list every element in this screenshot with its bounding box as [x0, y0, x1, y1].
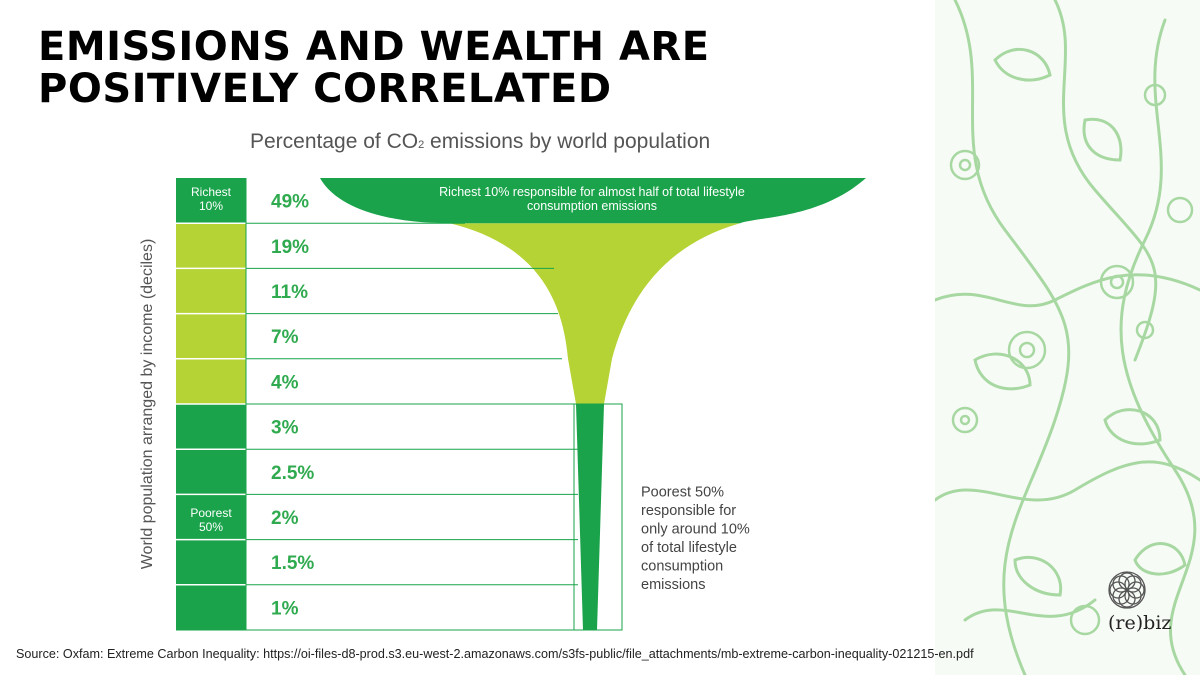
- poorest-annotation: responsible for: [641, 503, 736, 519]
- source-citation: Source: Oxfam: Extreme Carbon Inequality…: [16, 647, 974, 661]
- floral-decoration: [935, 0, 1200, 675]
- chart-title: Percentage of CO2 emissions by world pop…: [250, 130, 710, 154]
- chart-title-suffix: emissions by world population: [424, 130, 711, 153]
- poorest-annotation: Poorest 50%: [641, 484, 724, 500]
- poorest-annotation: emissions: [641, 577, 705, 593]
- y-axis-label: World population arranged by income (dec…: [139, 239, 156, 570]
- funnel-richest-decile: [320, 178, 866, 224]
- value-label: 11%: [271, 282, 308, 303]
- chart-title-subscript: 2: [418, 139, 425, 151]
- value-label: 2%: [271, 508, 299, 529]
- value-label: 1%: [271, 598, 299, 619]
- value-label: 2.5%: [271, 463, 314, 484]
- richest-annotation: Richest 10% responsible for almost half …: [439, 185, 745, 199]
- slide-title: EMISSIONS AND WEALTH ARE POSITIVELY CORR…: [38, 24, 710, 112]
- value-label: 49%: [271, 192, 309, 213]
- value-label: 19%: [271, 237, 309, 258]
- chart-title-prefix: Percentage of CO: [250, 130, 419, 153]
- poorest-group-label: 50%: [199, 520, 223, 534]
- richest-annotation: consumption emissions: [527, 199, 657, 213]
- poorest-annotation: of total lifestyle: [641, 540, 737, 556]
- value-label: 1.5%: [271, 553, 314, 574]
- rebiz-logo-text: (re)biz: [1108, 612, 1172, 634]
- poorest-group-label: Poorest: [190, 506, 232, 520]
- richest-group-label: 10%: [199, 199, 223, 213]
- rebiz-logo-icon: [1108, 571, 1146, 609]
- value-label: 4%: [271, 372, 299, 393]
- funnel-middle-deciles: [450, 223, 740, 404]
- richest-decile-block: [176, 178, 246, 224]
- value-label: 3%: [271, 418, 299, 439]
- value-label: 7%: [271, 327, 299, 348]
- richest-group-label: Richest: [191, 185, 232, 199]
- poorest-annotation: only around 10%: [641, 521, 750, 537]
- poorest-half-block: [176, 404, 246, 630]
- poorest-annotation: consumption: [641, 558, 723, 574]
- poorest-annotation-frame: [573, 403, 623, 631]
- funnel-poorest-half: [576, 404, 604, 630]
